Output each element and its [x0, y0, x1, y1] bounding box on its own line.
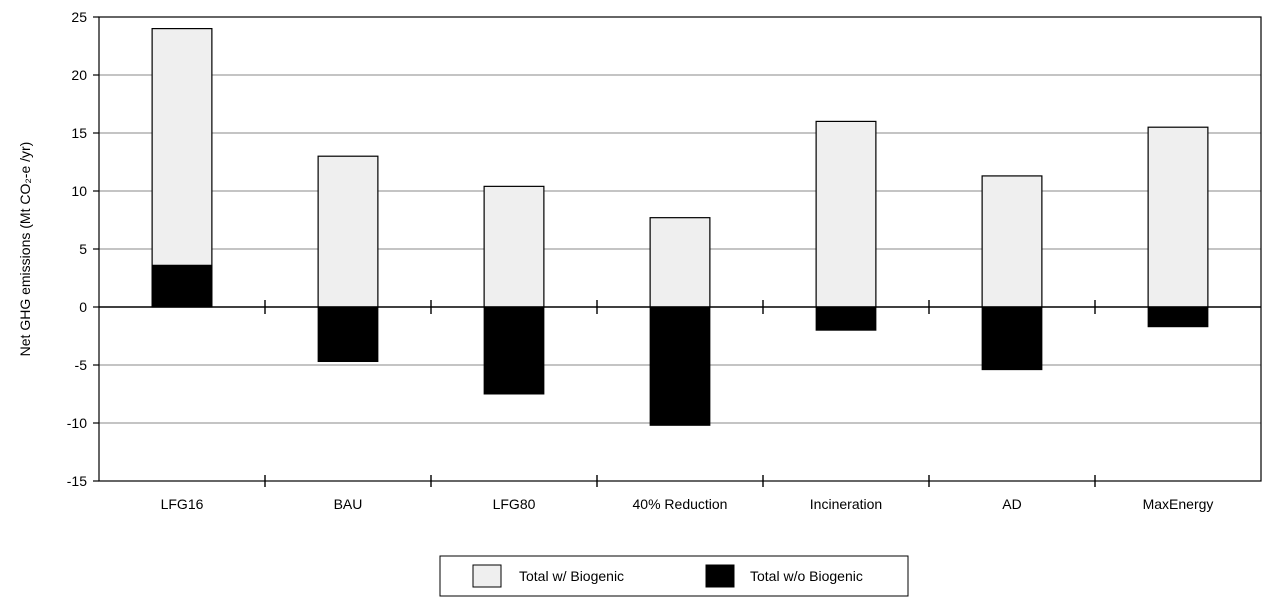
series-total-without-biogenic — [151, 264, 1209, 426]
y-tick-label: 5 — [79, 241, 87, 257]
bar-total-with-biogenic — [151, 28, 213, 308]
x-category-label: BAU — [334, 496, 363, 512]
bar-total-with-biogenic — [1147, 126, 1209, 308]
series-total-with-biogenic — [151, 28, 1209, 308]
x-category-label: Incineration — [810, 496, 882, 512]
bar-total-without-biogenic — [483, 306, 545, 395]
bar-total-without-biogenic — [1147, 306, 1209, 328]
x-axis-labels: LFG16 BAU LFG80 40% Reduction Incineration AD… — [161, 475, 1214, 512]
y-tick-label: -15 — [67, 473, 87, 489]
x-category-label: MaxEnergy — [1143, 496, 1214, 512]
x-category-label: 40% Reduction — [633, 496, 728, 512]
bar-total-without-biogenic — [151, 264, 213, 308]
bar-total-without-biogenic — [649, 306, 711, 426]
y-tick-label: 10 — [71, 183, 87, 199]
bar-total-with-biogenic — [815, 120, 877, 308]
y-tick-label: 20 — [71, 67, 87, 83]
y-tick-label: 25 — [71, 9, 87, 25]
y-tick-label: -10 — [67, 415, 87, 431]
legend-swatch-total-without-biogenic — [705, 564, 735, 588]
bar-total-without-biogenic — [815, 306, 877, 331]
plot-frame — [98, 16, 1262, 482]
x-category-label: LFG80 — [493, 496, 536, 512]
bar-total-without-biogenic — [981, 306, 1043, 371]
bar-total-with-biogenic — [649, 217, 711, 308]
bar-total-without-biogenic — [317, 306, 379, 363]
legend-label-total-without-biogenic: Total w/o Biogenic — [750, 568, 863, 584]
bar-total-with-biogenic — [483, 185, 545, 308]
y-tick-label: -5 — [75, 357, 88, 373]
bar-total-with-biogenic — [981, 175, 1043, 308]
x-category-label: AD — [1002, 496, 1021, 512]
y-tick-label: 0 — [79, 299, 87, 315]
y-axis-title: Net GHG emissions (Mt CO₂-e /yr) — [17, 142, 33, 357]
legend-label-total-with-biogenic: Total w/ Biogenic — [519, 568, 624, 584]
x-category-label: LFG16 — [161, 496, 204, 512]
legend-swatch-total-with-biogenic — [472, 564, 502, 588]
bar-total-with-biogenic — [317, 155, 379, 308]
zero-axis — [99, 300, 1261, 314]
legend-box — [439, 555, 909, 597]
y-axis-ticks: 25 20 15 10 5 0 -5 -10 -15 — [67, 9, 99, 489]
y-tick-label: 15 — [71, 125, 87, 141]
legend: Total w/ Biogenic Total w/o Biogenic — [439, 555, 909, 597]
